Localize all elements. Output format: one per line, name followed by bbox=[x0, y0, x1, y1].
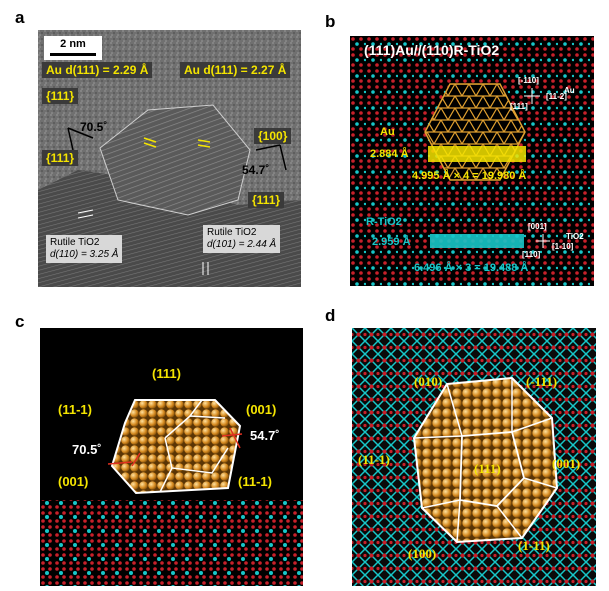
angle-70-5: 70.5˚ bbox=[72, 442, 102, 457]
panel-letter-c: c bbox=[15, 312, 25, 331]
rutile-right-d: d(101) = 2.44 Å bbox=[207, 239, 277, 250]
facet-111-left: {111} bbox=[42, 150, 79, 166]
d-spacing-right: Au d(111) = 2.27 Å bbox=[180, 62, 291, 78]
rutile-right-title: Rutile TiO2 bbox=[207, 227, 257, 238]
facet-label-1-11: (1-11) bbox=[518, 538, 550, 553]
panel-letter-a: a bbox=[15, 8, 25, 27]
panel-d-topview-model: (010) (-111) (11-1) (111) (001) (100) (1… bbox=[352, 328, 596, 586]
axes-tio2-name: TiO2 bbox=[566, 232, 584, 241]
axes-au-right: [11-2] bbox=[546, 92, 567, 101]
d-spacing-left: Au d(111) = 2.29 Å bbox=[42, 62, 153, 78]
tio2-length: 6.496 Å × 3 = 19.488 Å bbox=[414, 262, 529, 274]
facet-label-111: (111) bbox=[152, 366, 181, 381]
panel-a-tem-image: 2 nm Au d(111) = 2.29 Å Au d(111) = 2.27… bbox=[38, 30, 301, 287]
rutile-lattice bbox=[350, 36, 594, 286]
facet-111-right: {111} bbox=[248, 192, 285, 208]
panel-c-particle-model: (111) (11-1) (001) 70.5˚ 54.7˚ (001) (11… bbox=[40, 328, 303, 586]
axes-tio2-origin: [110] bbox=[522, 250, 541, 259]
au-label: Au bbox=[380, 126, 395, 138]
topview-lattice bbox=[352, 328, 596, 586]
panel-b-lattice-model: (111)Au//(110)R-TiO2 [-110] Au [111] [11… bbox=[350, 36, 594, 286]
facet-label-neg111: (-111) bbox=[526, 374, 558, 389]
axes-tio2-right: [1-10] bbox=[552, 242, 574, 251]
rutile-label-left: Rutile TiO2 d(110) = 3.25 Å bbox=[46, 235, 123, 263]
particle-on-substrate bbox=[40, 399, 303, 586]
facet-100: {100} bbox=[254, 128, 292, 144]
facet-label-111: (111) bbox=[474, 461, 501, 476]
rutile-left-d: d(110) = 3.25 Å bbox=[50, 249, 119, 260]
rutile-left-title: Rutile TiO2 bbox=[50, 237, 100, 248]
tio2-highlight-row bbox=[430, 234, 524, 248]
angle-54-7: 54.7˚ bbox=[250, 428, 280, 443]
axes-tio2-up: [001] bbox=[528, 222, 547, 231]
au-particle bbox=[99, 104, 251, 216]
scale-bar: 2 nm bbox=[44, 36, 102, 60]
au-truncated-octahedron bbox=[412, 376, 559, 544]
rutile-label-right: Rutile TiO2 d(101) = 2.44 Å bbox=[203, 225, 281, 253]
axes-au-up: [-110] bbox=[518, 76, 539, 85]
facet-label-11-1-lower: (11-1) bbox=[238, 474, 272, 489]
angle-left: 70.5˚ bbox=[80, 120, 108, 134]
facet-label-100: (100) bbox=[408, 546, 437, 561]
facet-label-001-right: (001) bbox=[246, 402, 277, 417]
scale-bar-label: 2 nm bbox=[60, 38, 86, 50]
angle-right: 54.7˚ bbox=[242, 163, 270, 177]
panel-letter-d: d bbox=[325, 306, 336, 325]
facet-label-010: (010) bbox=[414, 374, 443, 389]
facet-label-001-left: (001) bbox=[58, 474, 89, 489]
tio2-label: R-TiO2 bbox=[366, 216, 402, 228]
facet-111-top: {111} bbox=[42, 88, 79, 104]
interface-title: (111)Au//(110)R-TiO2 bbox=[364, 42, 500, 58]
au-length: 4.995 Å × 4 = 19.980 Å bbox=[412, 170, 527, 182]
au-particle-model bbox=[110, 399, 242, 495]
panel-letter-b: b bbox=[325, 12, 336, 31]
au-spacing: 2.884 Å bbox=[370, 148, 409, 160]
facet-label-11-1-upper: (11-1) bbox=[58, 402, 92, 417]
au-highlight-row bbox=[428, 146, 526, 162]
tio2-spacing: 2.959 Å bbox=[372, 236, 411, 248]
facet-label-11-1: (11-1) bbox=[358, 452, 390, 467]
facet-label-001: (001) bbox=[552, 456, 581, 471]
axes-au-name: Au bbox=[564, 86, 575, 95]
axes-au-origin: [111] bbox=[510, 102, 528, 111]
